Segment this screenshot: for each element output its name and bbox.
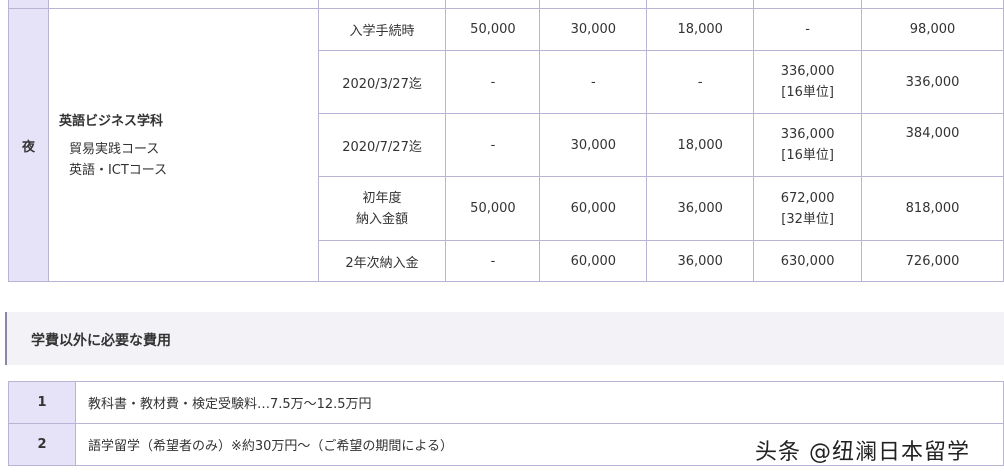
fee-cell: - [753, 8, 863, 51]
fee-table: 夜 英語ビジネス学科 貿易実践コース 英語・ICTコース 入学手続時 50,00… [8, 0, 1004, 282]
table-row [8, 0, 1004, 9]
cost-text: 語学留学（希望者のみ）※約30万円～（ご希望の期間による） [74, 423, 1004, 466]
fee-cell: 336,000 [16単位] [753, 50, 863, 114]
table-row: 1 教科書・教材費・検定受験料…7.5万～12.5万円 [8, 381, 1004, 424]
row-number: 1 [8, 381, 76, 424]
section-title: 学費以外に必要な費用 [31, 333, 171, 349]
fee-cell: 60,000 [539, 176, 648, 241]
table-row: 2年次納入金 - 60,000 36,000 630,000 726,000 [9, 240, 1004, 282]
course-name: 英語・ICTコース [68, 162, 168, 178]
row-number: 2 [8, 423, 76, 466]
table-row: 2 語学留学（希望者のみ）※約30万円～（ご希望の期間による） [8, 423, 1004, 466]
department-name: 英語ビジネス学科 [58, 113, 163, 129]
fee-cell: 60,000 [539, 240, 648, 282]
table-row: 2020/3/27迄 - - - 336,000 [16単位] 336,000 [9, 50, 1004, 114]
table-row: 夜 英語ビジネス学科 貿易実践コース 英語・ICTコース 入学手続時 50,00… [8, 8, 1004, 282]
total-cell: 336,000 [861, 50, 1004, 114]
time-label: 夜 [8, 8, 49, 282]
fee-cell: 18,000 [646, 113, 755, 177]
fee-cell: - [646, 50, 755, 114]
row-label: 入学手続時 [317, 8, 447, 51]
total-cell: 98,000 [861, 8, 1004, 51]
row-label: 初年度 納入金額 [317, 176, 447, 241]
fee-cell: 50,000 [445, 8, 541, 51]
department-cell: 英語ビジネス学科 貿易実践コース 英語・ICTコース [47, 8, 319, 282]
total-cell: 818,000 [861, 176, 1004, 241]
course-name: 貿易実践コース [68, 141, 160, 157]
row-label: 2020/7/27迄 [317, 113, 447, 177]
total-cell: 384,000 [861, 113, 1004, 177]
total-cell: 726,000 [861, 240, 1004, 282]
section-header: 学費以外に必要な費用 [5, 312, 1004, 365]
fee-cell: 30,000 [539, 8, 648, 51]
cost-text: 教科書・教材費・検定受験料…7.5万～12.5万円 [74, 381, 1004, 424]
fee-cell: - [445, 113, 541, 177]
fee-cell: 672,000 [32単位] [753, 176, 863, 241]
fee-cell: 630,000 [753, 240, 863, 282]
fee-cell: - [445, 50, 541, 114]
fee-cell: 50,000 [445, 176, 541, 241]
row-label: 2020/3/27迄 [317, 50, 447, 114]
fee-cell: 36,000 [646, 176, 755, 241]
fee-cell: - [445, 240, 541, 282]
fee-cell: - [539, 50, 648, 114]
fee-cell: 36,000 [646, 240, 755, 282]
other-costs-table: 1 教科書・教材費・検定受験料…7.5万～12.5万円 2 語学留学（希望者のみ）※… [8, 381, 1004, 466]
watermark: 头条 @纽澜日本留学 [755, 440, 970, 465]
fee-cell: 30,000 [539, 113, 648, 177]
table-row: 2020/7/27迄 - 30,000 18,000 336,000 [16単位]… [9, 113, 1004, 177]
table-row: 初年度 納入金額 50,000 60,000 36,000 672,000 [32単… [9, 176, 1004, 241]
row-label: 2年次納入金 [317, 240, 447, 282]
fee-cell: 336,000 [16単位] [753, 113, 863, 177]
fee-cell: 18,000 [646, 8, 755, 51]
